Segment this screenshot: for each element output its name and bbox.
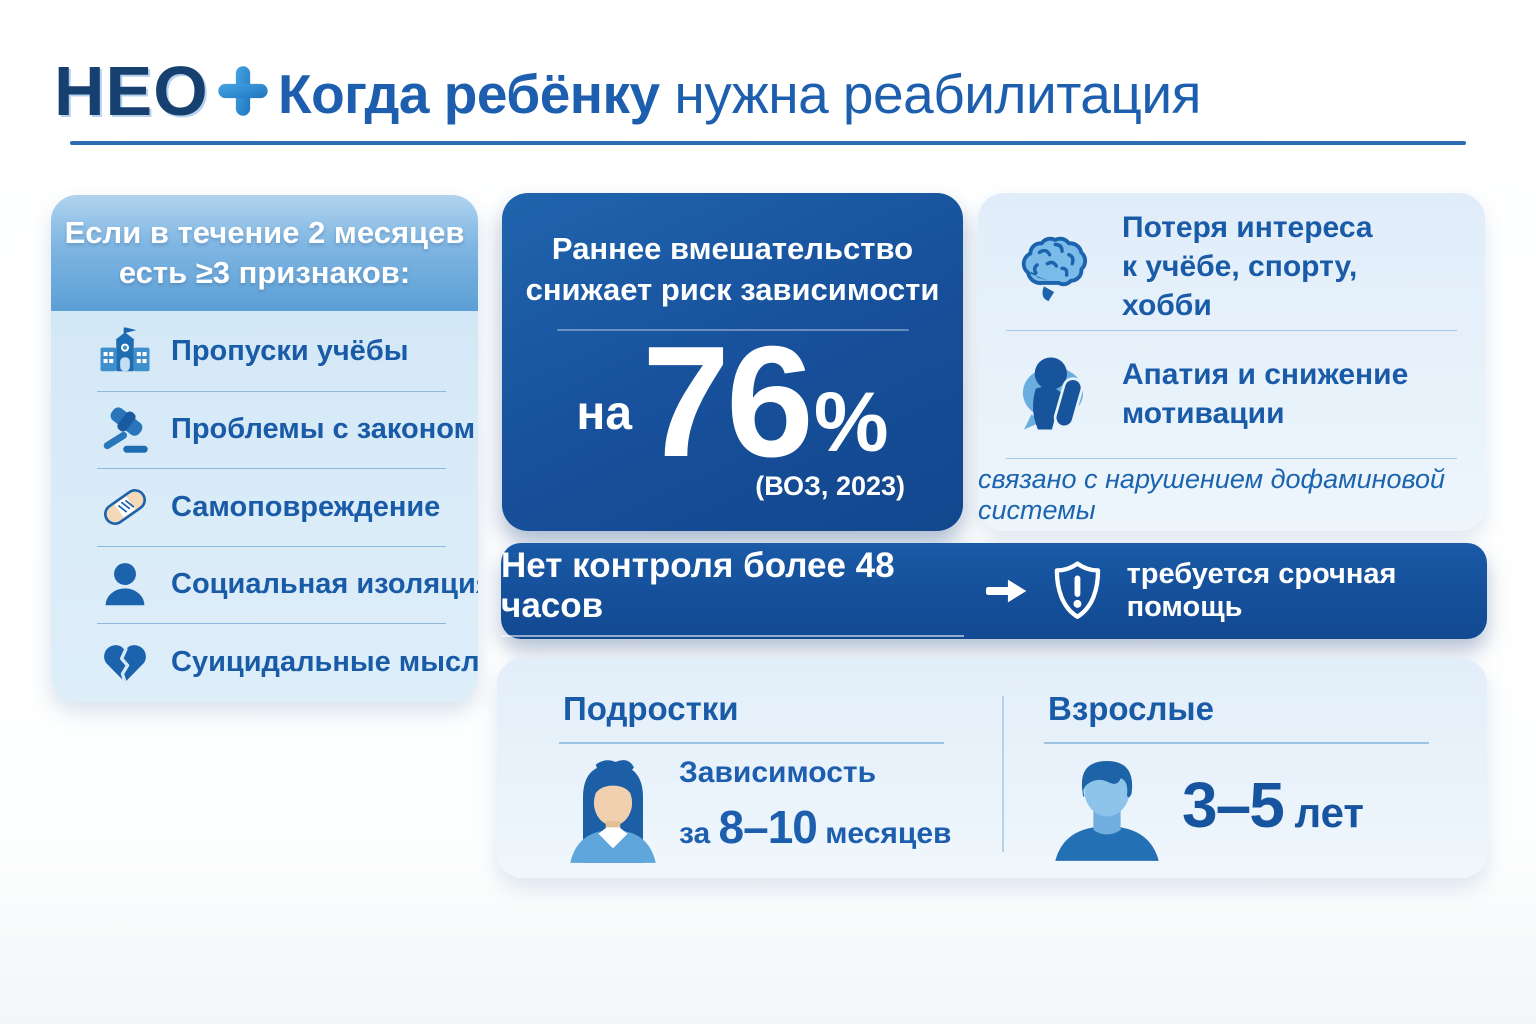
teens-column: Подростки Зависимость за 8–10 месяцев (497, 658, 1002, 878)
stat-panel: Раннее вмешательство снижает риск зависи… (502, 193, 963, 531)
shield-exclamation-icon (1054, 561, 1100, 619)
header-divider (70, 141, 1466, 145)
list-item: Потеря интереса к учёбе, спорту, хобби (978, 203, 1485, 330)
symptoms-panel: Потеря интереса к учёбе, спорту, хобби А… (978, 193, 1485, 531)
broken-heart-icon (97, 634, 153, 690)
adults-column: Взрослые 3–5 лет (1002, 658, 1487, 878)
brain-icon (1010, 223, 1096, 309)
criteria-item-label: Пропуски учёбы (171, 335, 409, 368)
teens-label: Зависимость (679, 755, 877, 789)
teen-girl-avatar (570, 759, 656, 863)
divider (1006, 329, 1457, 331)
apathy-icon (1010, 351, 1096, 437)
list-item: Самоповреждение (97, 468, 446, 546)
stat-title: Раннее вмешательство снижает риск зависи… (525, 231, 940, 307)
teens-title: Подростки (563, 690, 739, 727)
gavel-icon (97, 402, 153, 458)
divider (559, 742, 944, 744)
symptom-label: Потеря интереса к учёбе, спорту, хобби (1122, 210, 1373, 322)
criteria-item-label: Суицидальные мысли (171, 645, 478, 678)
criteria-item-label: Социальная изоляция (171, 568, 478, 601)
logo-text: НЕО (54, 52, 209, 130)
page-title: Когда ребёнку нужна реабилитация (278, 63, 1201, 125)
adults-title: Взрослые (1048, 690, 1214, 727)
criteria-list: Пропуски учёбы Проблемы с законом (51, 311, 478, 701)
criteria-heading-line1: Если в течение 2 месяцев (64, 214, 465, 250)
adults-text: 3–5 лет (1182, 769, 1364, 841)
stat-source: (ВОЗ, 2023) (755, 470, 905, 501)
list-item: Пропуски учёбы (97, 313, 446, 391)
stat-value: на 76 % (502, 323, 963, 481)
list-item: Апатия и снижение мотивации (978, 331, 1485, 458)
logo: НЕО (54, 56, 269, 126)
alert-banner: Нет контроля более 48 часов требуется ср… (501, 543, 1487, 639)
criteria-heading: Если в течение 2 месяцев есть ≥3 признак… (51, 195, 478, 311)
list-item: Социальная изоляция (97, 545, 478, 624)
divider (1006, 457, 1457, 459)
stat-percent-sign: % (813, 374, 889, 469)
list-item: Суицидальные мысли (97, 623, 478, 701)
alert-action: требуется срочная помощь (1126, 558, 1397, 623)
criteria-panel: Если в течение 2 месяцев есть ≥3 признак… (51, 195, 478, 702)
logo-plus-icon (218, 66, 268, 116)
alert-condition: Нет контроля более 48 часов (501, 546, 964, 637)
timeline-panel: Подростки Зависимость за 8–10 месяцев (497, 658, 1487, 878)
teens-text: Зависимость за 8–10 месяцев (679, 751, 951, 861)
criteria-item-label: Самоповреждение (171, 490, 441, 523)
symptoms-footnote: связано с нарушением дофаминовой системы (978, 464, 1446, 525)
teens-duration: 8–10 (718, 801, 818, 854)
school-icon (97, 324, 153, 380)
criteria-item-label: Проблемы с законом (171, 413, 476, 446)
adult-man-avatar (1055, 760, 1159, 861)
divider (556, 328, 909, 331)
arrow-right-icon (985, 579, 1026, 603)
adults-duration: 3–5 (1182, 769, 1285, 841)
list-item: Проблемы с законом (97, 390, 475, 469)
divider (1044, 742, 1429, 744)
stat-prefix: на (576, 386, 633, 440)
criteria-heading-line2: есть ≥3 признаков: (118, 255, 411, 290)
symptom-label: Апатия и снижение мотивации (1122, 358, 1409, 431)
bandage-icon (97, 479, 153, 535)
person-icon (97, 557, 153, 613)
stat-number: 76 (642, 313, 814, 490)
